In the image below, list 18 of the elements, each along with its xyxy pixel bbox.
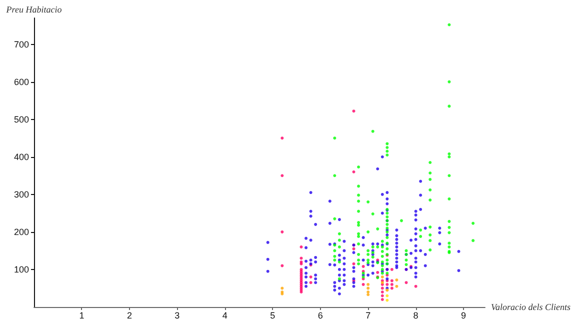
x-tick-label: 4 <box>222 310 228 320</box>
y-tick-label: 200 <box>14 226 29 237</box>
y-tick-label: 700 <box>14 39 29 50</box>
x-tick-label: 1 <box>79 310 84 320</box>
x-tick-label: 8 <box>413 310 418 320</box>
x-tick-label: 3 <box>174 310 180 320</box>
y-axis-title: Preu Habitacio <box>5 4 62 14</box>
y-tick-label: 300 <box>14 189 29 200</box>
y-tick-label: 500 <box>14 114 29 124</box>
y-tick-label: 100 <box>14 264 29 274</box>
x-tick-label: 7 <box>366 310 371 320</box>
x-tick-label: 5 <box>270 310 276 320</box>
x-axis-title: Valoracio dels Clients <box>491 302 571 312</box>
x-tick-label: 2 <box>126 310 132 320</box>
y-tick-label: 600 <box>14 76 29 87</box>
y-tick-label: 400 <box>14 152 29 162</box>
x-tick-label: 6 <box>318 310 323 320</box>
x-tick-label: 9 <box>461 310 466 320</box>
